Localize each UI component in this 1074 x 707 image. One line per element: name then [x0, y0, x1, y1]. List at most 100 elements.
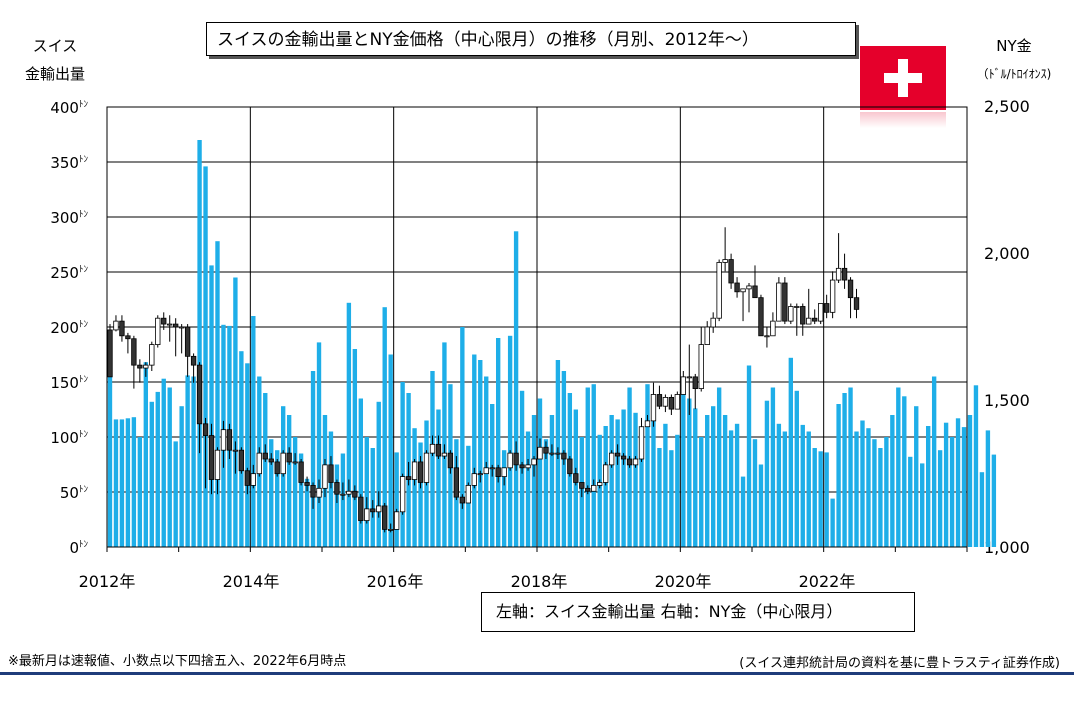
bottom-rule [0, 672, 1074, 675]
export-bar [376, 401, 381, 547]
gold-candle-body [543, 446, 549, 454]
export-bar [161, 378, 166, 547]
gold-candle-body [501, 467, 507, 477]
export-bar [484, 376, 489, 547]
gold-candle-body [310, 484, 316, 498]
gold-candle-body [184, 326, 191, 357]
gold-candle-body [531, 458, 537, 466]
gold-candle-body [549, 452, 555, 455]
gold-candle-body [173, 323, 179, 328]
gold-candle-body [370, 508, 376, 513]
gold-candle-body [668, 396, 675, 410]
export-bar [358, 398, 364, 547]
export-bar [734, 423, 740, 547]
gold-candle-body [847, 279, 854, 299]
gold-candle-body [316, 487, 322, 498]
export-bar [866, 428, 871, 547]
gold-candle-body [137, 364, 143, 369]
gold-candle-body [214, 449, 221, 480]
export-bar [699, 437, 704, 547]
export-bar [269, 439, 274, 547]
export-bar [806, 431, 811, 547]
gold-candle-body [196, 364, 203, 425]
export-bar [758, 464, 764, 547]
gold-candle-body [620, 455, 627, 460]
left-tick-150: 150ﾄﾝ [50, 374, 88, 392]
gold-candle-body [525, 464, 531, 469]
gold-candle-body [220, 429, 227, 451]
gold-candle-body [226, 429, 233, 451]
left-axis-title-line-1: スイス [32, 37, 78, 55]
export-bar [328, 431, 334, 547]
export-bar [233, 277, 238, 547]
export-bar [370, 448, 375, 547]
export-bar [597, 434, 602, 547]
gold-candle-body [710, 317, 716, 328]
gold-candle-body [238, 449, 245, 472]
export-bar [663, 423, 668, 547]
gold-candle-body [794, 306, 800, 308]
gold-candle-body [274, 461, 280, 475]
export-bar [985, 430, 991, 547]
export-bar [251, 316, 256, 547]
export-bar [149, 401, 154, 547]
gold-candle-body [495, 467, 501, 477]
export-bar [155, 391, 160, 547]
export-bar [179, 406, 184, 547]
export-bar [495, 338, 501, 547]
right-axis-title-line-2: （ﾄﾞﾙ/ﾄﾛｲｵﾝｽ) [976, 67, 1052, 81]
left-tick-250: 250ﾄﾝ [50, 264, 88, 282]
x-tick-2016: 2016年 [366, 572, 424, 591]
export-bar [824, 452, 829, 547]
export-bar [705, 415, 710, 547]
export-bar [364, 437, 369, 547]
gold-candle-body [489, 467, 495, 470]
gold-candle-body [465, 484, 471, 504]
export-bar [949, 437, 955, 547]
export-bar [621, 409, 626, 547]
export-bar [818, 451, 823, 547]
gold-candle-body [190, 355, 197, 366]
export-bar [418, 442, 423, 547]
export-bar [925, 426, 931, 547]
gold-candle-body [662, 396, 669, 407]
export-bar [460, 327, 465, 547]
export-bar [872, 439, 877, 547]
export-bar [776, 423, 782, 547]
export-bar [645, 384, 650, 547]
export-bar [609, 415, 614, 547]
export-bar [943, 422, 949, 547]
gold-candle-body [829, 279, 836, 313]
export-bar [167, 387, 172, 547]
gold-candle-body [352, 490, 358, 498]
gold-candle-body [405, 476, 412, 480]
export-bar [746, 365, 752, 547]
gold-candle-body [435, 443, 442, 457]
x-tick-2014: 2014年 [222, 572, 280, 591]
export-bar [770, 387, 776, 547]
export-bar [931, 376, 937, 547]
gold-candle-body [447, 452, 454, 469]
export-bar [920, 463, 925, 547]
gold-candle-body [758, 297, 764, 337]
export-bar [812, 448, 817, 547]
export-bar [537, 398, 543, 547]
chart-title: スイスの金輸出量とNY金価格（中心限月）の推移（月別、2012年～） [206, 22, 856, 56]
right-tick-2500: 2,500 [984, 97, 1030, 116]
gold-candle-body [298, 461, 304, 483]
left-tick-400: 400ﾄﾝ [50, 99, 88, 117]
export-bar [675, 434, 680, 547]
export-bar [352, 349, 358, 547]
gold-candle-body [561, 452, 567, 460]
gold-candle-body [579, 482, 585, 489]
export-bar [848, 387, 853, 547]
gold-candle-body [477, 473, 483, 476]
export-bar [310, 371, 316, 547]
gold-candle-body [280, 452, 286, 475]
gold-candle-body [716, 262, 722, 319]
gold-candle-body [788, 306, 794, 322]
gold-candle-body [411, 461, 418, 480]
gold-candle-body [417, 461, 424, 483]
export-bar [890, 415, 895, 547]
